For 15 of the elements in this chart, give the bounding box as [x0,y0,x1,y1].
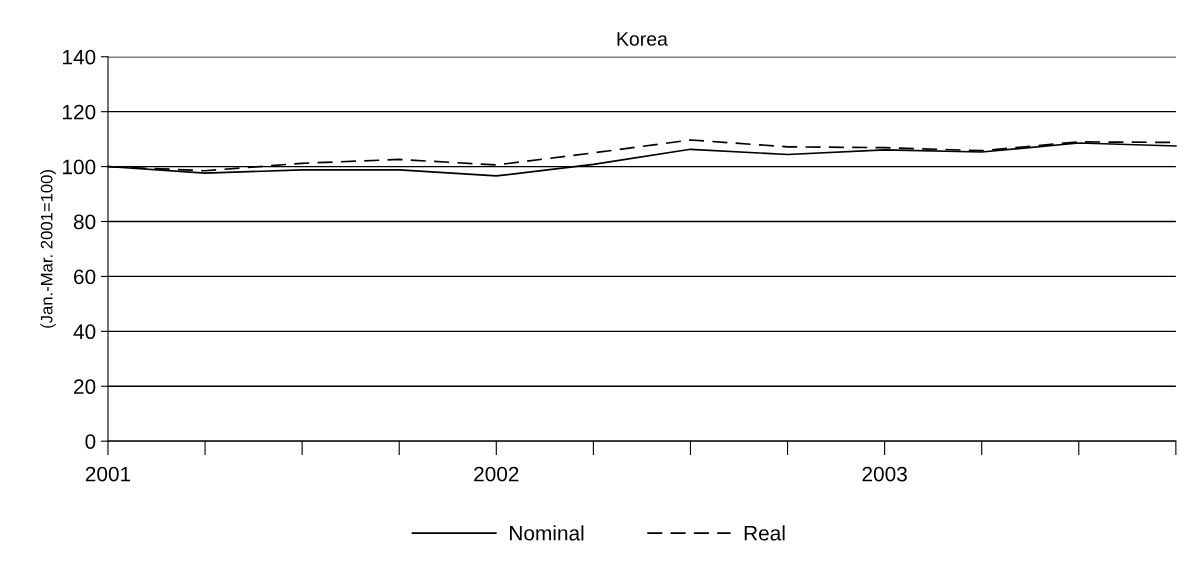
x-tick-label: 2002 [474,466,519,482]
y-tick-label: 0 [85,434,96,449]
y-tick-label: 40 [73,324,96,340]
legend-label: Real [744,525,785,541]
y-tick-label: 140 [63,49,96,65]
legend-label: Nominal [510,525,584,541]
y-axis-title: (Jan.-Mar. 2001=100) [40,170,56,328]
y-tick-label: 20 [74,379,96,395]
y-tick-label: 120 [63,104,96,120]
chart-title: Korea [617,32,668,46]
x-tick-label: 2003 [862,466,907,482]
y-tick-label: 60 [74,269,96,285]
x-tick-label: 2001 [85,466,131,482]
y-tick-label: 80 [73,214,96,230]
y-tick-label: 100 [63,159,96,175]
